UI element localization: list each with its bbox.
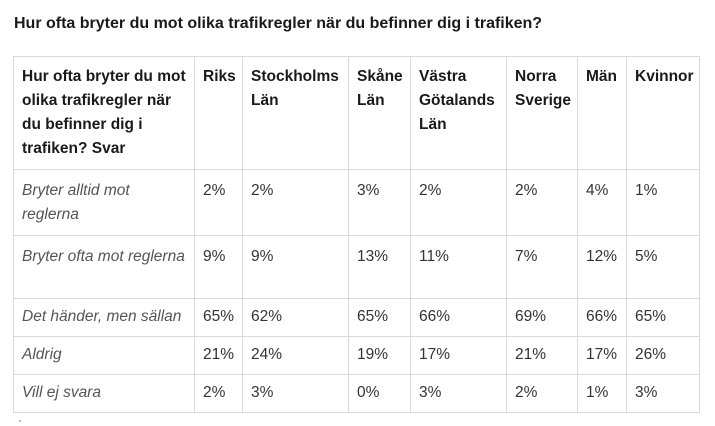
column-header-riks: Riks [194, 56, 243, 170]
table-cell: 4% [577, 169, 627, 236]
table-cell: 3% [410, 374, 507, 413]
survey-results-table: Hur ofta bryter du mot olika trafikregle… [13, 56, 700, 413]
table-row: Det händer, men sällan 65% 62% 65% 66% 6… [13, 298, 700, 337]
table-cell: 3% [626, 374, 700, 413]
table-cell: 65% [348, 298, 411, 337]
table-cell: 21% [194, 336, 243, 375]
table-cell: 19% [348, 336, 411, 375]
table-cell: 9% [242, 235, 349, 299]
table-cell: 1% [626, 169, 700, 236]
table-cell: 17% [577, 336, 627, 375]
table-cell: 66% [410, 298, 507, 337]
column-header-stockholms-lan: Stockholms Län [242, 56, 349, 170]
table-cell: 1% [577, 374, 627, 413]
table-cell: 3% [348, 169, 411, 236]
column-header-question: Hur ofta bryter du mot olika trafikregle… [13, 56, 195, 170]
table-cell: 69% [506, 298, 578, 337]
table-cell: 9% [194, 235, 243, 299]
table-cell: 2% [506, 169, 578, 236]
row-label: Bryter alltid mot reglerna [13, 169, 195, 236]
table-cell: 24% [242, 336, 349, 375]
table-cell: 65% [626, 298, 700, 337]
table-cell: 26% [626, 336, 700, 375]
table-cell: 17% [410, 336, 507, 375]
table-cell: 2% [506, 374, 578, 413]
table-cell: 2% [410, 169, 507, 236]
table-cell: 21% [506, 336, 578, 375]
table-cell: 2% [242, 169, 349, 236]
table-cell: 62% [242, 298, 349, 337]
table-cell: 12% [577, 235, 627, 299]
table-row: Bryter ofta mot reglerna 9% 9% 13% 11% 7… [13, 235, 700, 299]
table-cell: 3% [242, 374, 349, 413]
column-header-man: Män [577, 56, 627, 170]
decorative-dot [19, 420, 21, 422]
table-cell: 5% [626, 235, 700, 299]
table-cell: 11% [410, 235, 507, 299]
table-cell: 13% [348, 235, 411, 299]
column-header-norra-sverige: Norra Sverige [506, 56, 578, 170]
table-cell: 65% [194, 298, 243, 337]
table-row: Vill ej svara 2% 3% 0% 3% 2% 1% 3% [13, 374, 700, 413]
page-title: Hur ofta bryter du mot olika trafikregle… [14, 15, 543, 32]
row-label: Vill ej svara [13, 374, 195, 413]
table-cell: 7% [506, 235, 578, 299]
table-cell: 2% [194, 169, 243, 236]
row-label: Aldrig [13, 336, 195, 375]
table-cell: 2% [194, 374, 243, 413]
table-row: Aldrig 21% 24% 19% 17% 21% 17% 26% [13, 336, 700, 375]
column-header-kvinnor: Kvinnor [626, 56, 700, 170]
table-cell: 66% [577, 298, 627, 337]
column-header-vastra-gotalands-lan: Västra Götalands Län [410, 56, 507, 170]
column-header-skane-lan: Skåne Län [348, 56, 411, 170]
row-label: Bryter ofta mot reglerna [13, 235, 195, 299]
row-label: Det händer, men sällan [13, 298, 195, 337]
table-cell: 0% [348, 374, 411, 413]
table-header-row: Hur ofta bryter du mot olika trafikregle… [13, 56, 700, 170]
table-row: Bryter alltid mot reglerna 2% 2% 3% 2% 2… [13, 169, 700, 236]
